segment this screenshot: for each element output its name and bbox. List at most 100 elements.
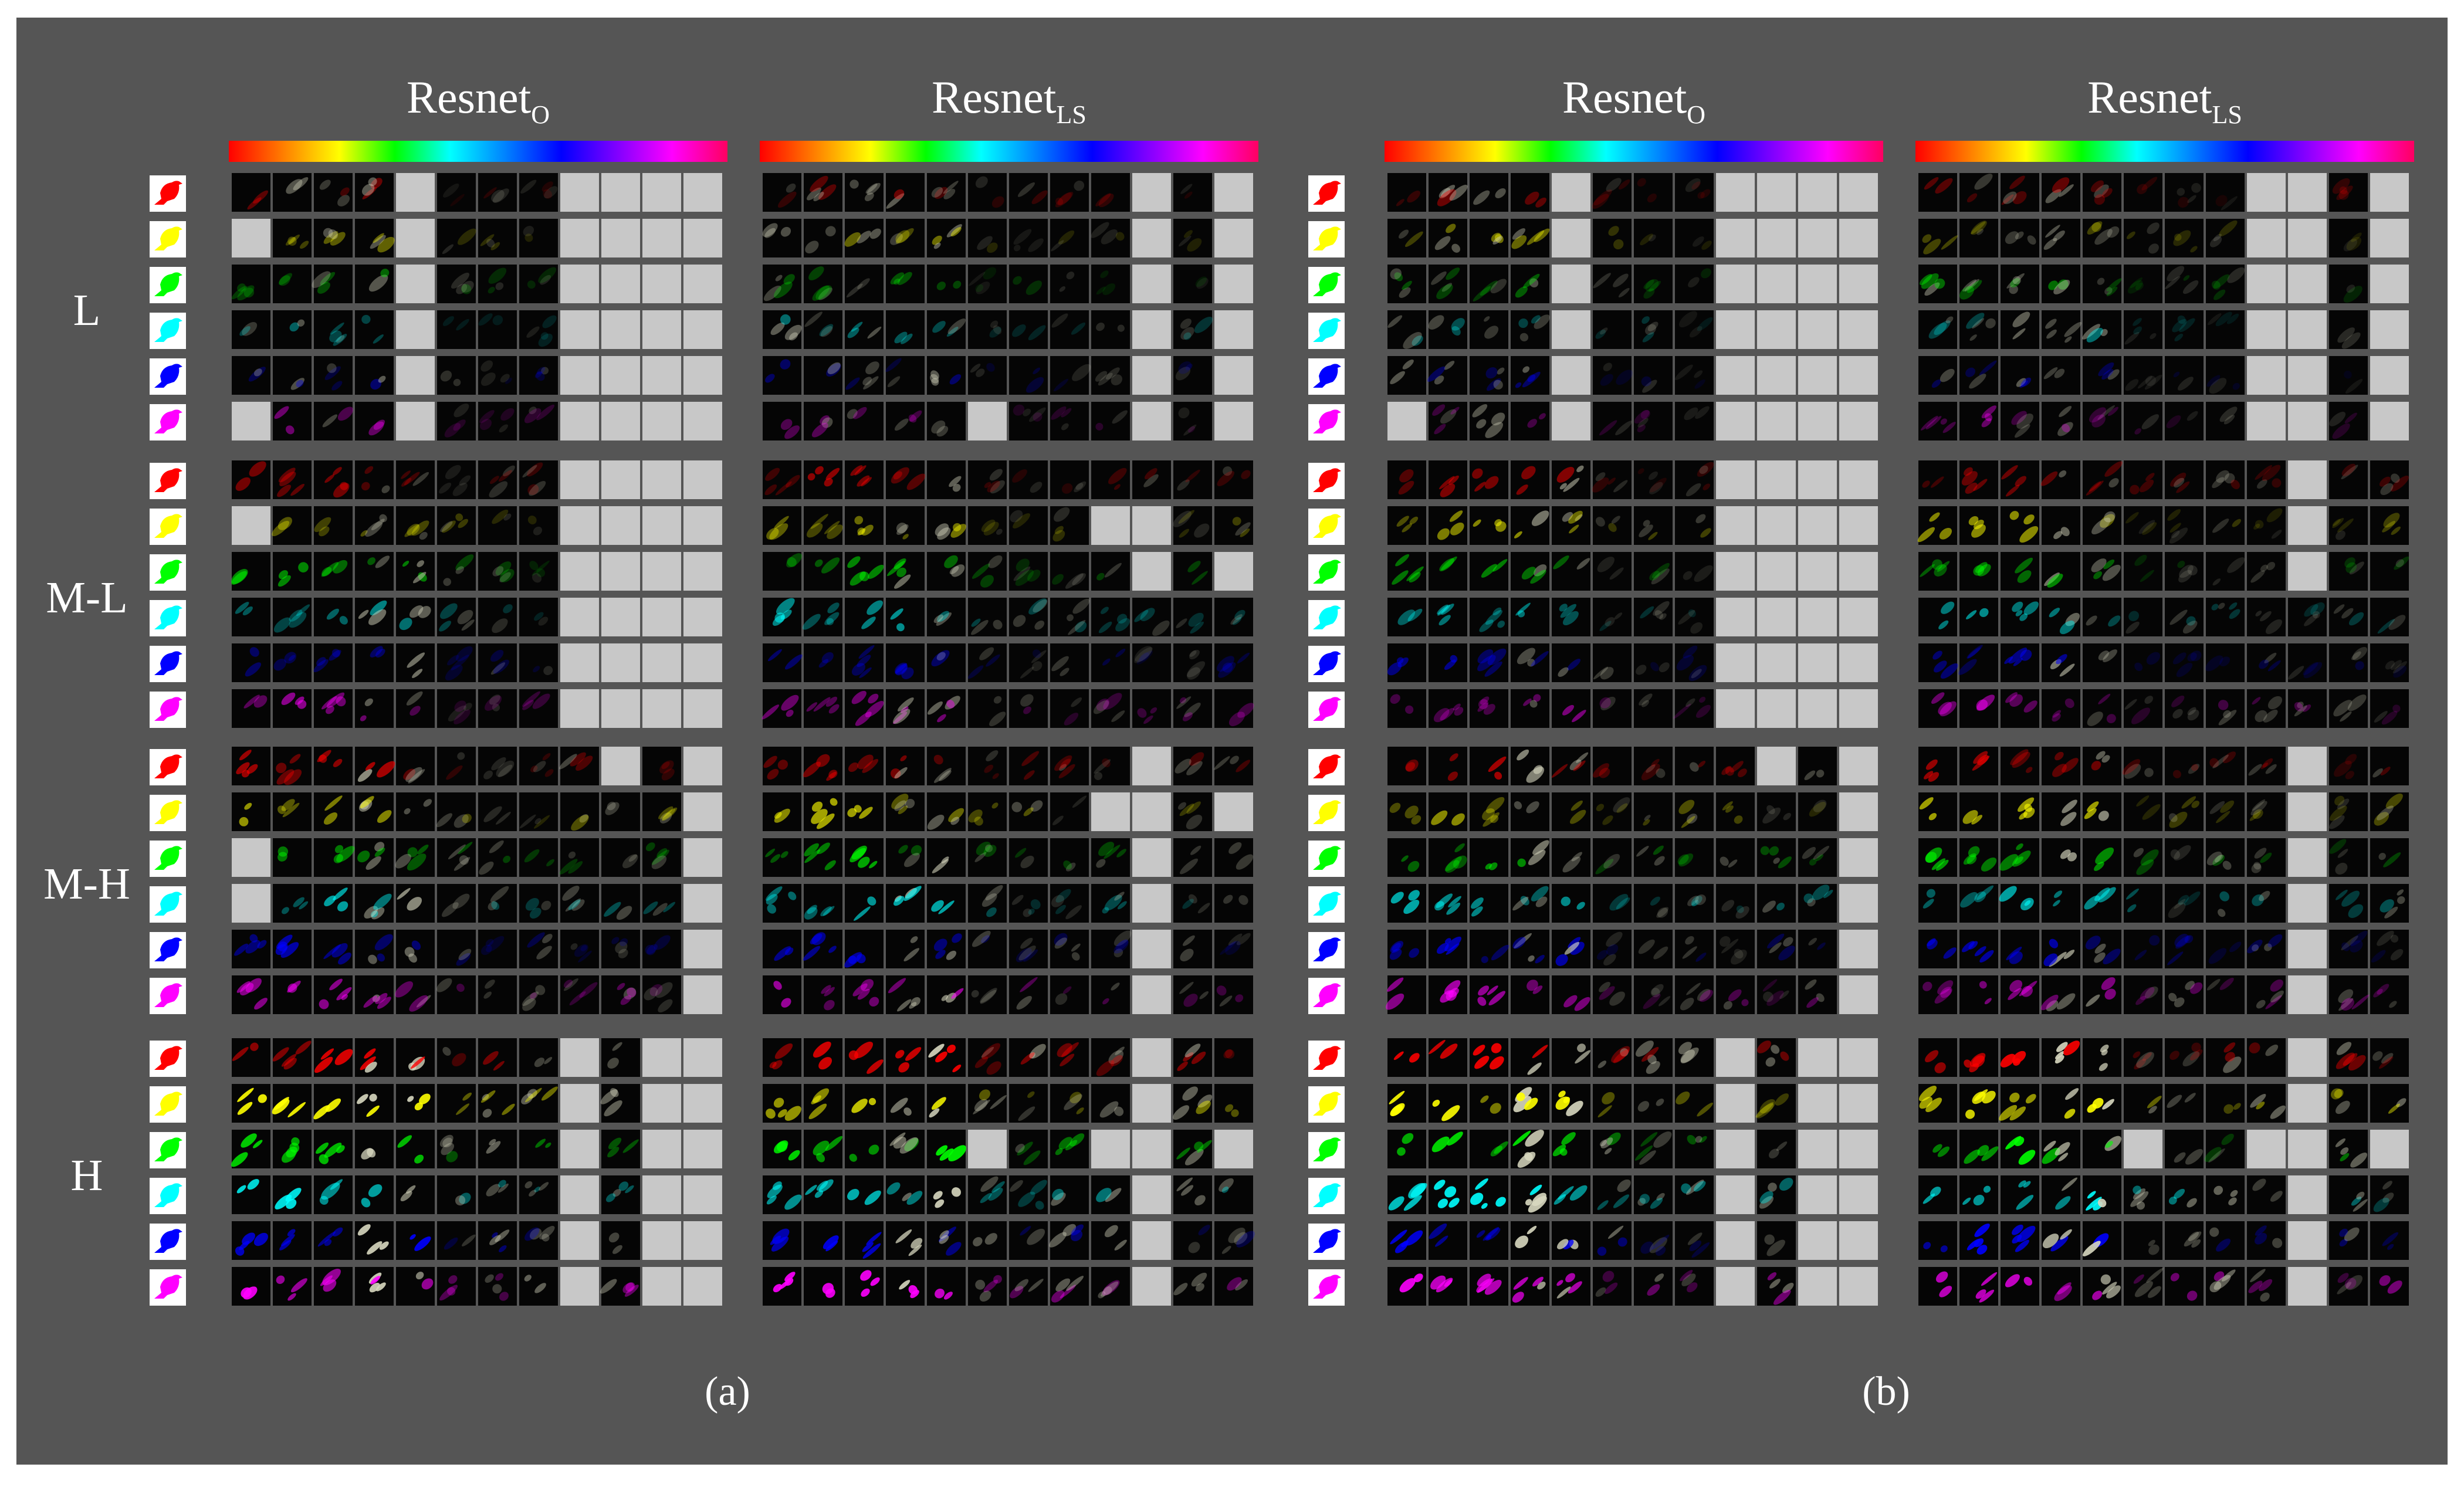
activation-cell bbox=[519, 643, 558, 682]
activation-cell bbox=[2124, 975, 2162, 1014]
activation-cell bbox=[2165, 884, 2204, 923]
inactive-cell bbox=[1214, 173, 1253, 212]
activation-cell bbox=[2165, 1130, 2204, 1168]
activation-cell bbox=[1675, 1267, 1714, 1306]
activation-cell bbox=[1387, 689, 1426, 728]
activation-cell bbox=[1050, 975, 1089, 1014]
activation-cell bbox=[560, 747, 599, 785]
inactive-cell bbox=[1839, 1130, 1878, 1168]
inactive-cell bbox=[683, 1267, 722, 1306]
inactive-cell bbox=[642, 356, 681, 395]
inactive-cell bbox=[1839, 1221, 1878, 1260]
bird-silhouette-icon bbox=[150, 1132, 186, 1168]
activation-cell bbox=[314, 460, 353, 499]
activation-row bbox=[1387, 598, 1878, 636]
activation-cell bbox=[2001, 598, 2039, 636]
activation-cell bbox=[1429, 219, 1467, 257]
activation-cell bbox=[927, 1038, 966, 1077]
group-label: M-L bbox=[46, 573, 127, 622]
activation-cell bbox=[2329, 930, 2368, 968]
activation-cell bbox=[1009, 930, 1048, 968]
inactive-cell bbox=[1798, 506, 1837, 545]
inactive-cell bbox=[1757, 747, 1796, 785]
inactive-cell bbox=[1798, 265, 1837, 303]
inactive-cell bbox=[642, 598, 681, 636]
activation-cell bbox=[1593, 265, 1632, 303]
inactive-cell bbox=[1839, 884, 1878, 923]
activation-cell bbox=[1173, 975, 1212, 1014]
activation-cell bbox=[1511, 884, 1549, 923]
activation-cell bbox=[478, 792, 517, 831]
activation-cell bbox=[1387, 792, 1426, 831]
activation-cell bbox=[1214, 838, 1253, 877]
activation-cell bbox=[927, 1084, 966, 1123]
inactive-cell bbox=[232, 219, 270, 257]
activation-cell bbox=[2001, 975, 2039, 1014]
activation-cell bbox=[2247, 930, 2286, 968]
inactive-cell bbox=[1552, 219, 1590, 257]
activation-cell bbox=[314, 930, 353, 968]
inactive-cell bbox=[683, 552, 722, 591]
activation-cell bbox=[886, 552, 925, 591]
activation-cell bbox=[437, 884, 476, 923]
activation-cell bbox=[1675, 356, 1714, 395]
activation-cell bbox=[478, 1130, 517, 1168]
activation-cell bbox=[1675, 402, 1714, 440]
activation-cell bbox=[1050, 460, 1089, 499]
activation-cell bbox=[1173, 460, 1212, 499]
activation-cell bbox=[2165, 506, 2204, 545]
activation-cell bbox=[1050, 930, 1089, 968]
activation-row bbox=[232, 310, 722, 349]
activation-cell bbox=[273, 643, 312, 682]
activation-cell bbox=[1173, 552, 1212, 591]
activation-cell bbox=[2288, 643, 2327, 682]
activation-cell bbox=[437, 1221, 476, 1260]
activation-cell bbox=[1675, 460, 1714, 499]
activation-cell bbox=[437, 838, 476, 877]
activation-cell bbox=[314, 643, 353, 682]
activation-cell bbox=[927, 747, 966, 785]
activation-cell bbox=[1091, 402, 1130, 440]
activation-cell bbox=[601, 1221, 640, 1260]
activation-cell bbox=[273, 356, 312, 395]
activation-cell bbox=[1634, 884, 1673, 923]
inactive-cell bbox=[2288, 173, 2327, 212]
activation-cell bbox=[2206, 747, 2245, 785]
activation-cell bbox=[2206, 460, 2245, 499]
activation-cell bbox=[2370, 1084, 2409, 1123]
activation-cell bbox=[1091, 356, 1130, 395]
activation-row bbox=[1918, 884, 2409, 923]
activation-row bbox=[232, 884, 722, 923]
inactive-cell bbox=[2288, 838, 2327, 877]
activation-cell bbox=[2206, 1267, 2245, 1306]
activation-cell bbox=[804, 265, 842, 303]
inactive-cell bbox=[1798, 173, 1837, 212]
inactive-cell bbox=[1716, 356, 1755, 395]
activation-cell bbox=[396, 460, 435, 499]
activation-cell bbox=[1470, 1221, 1508, 1260]
activation-cell bbox=[1757, 838, 1796, 877]
inactive-cell bbox=[683, 792, 722, 831]
inactive-cell bbox=[1839, 1175, 1878, 1214]
inactive-cell bbox=[1132, 356, 1171, 395]
inactive-cell bbox=[1132, 975, 1171, 1014]
inactive-cell bbox=[560, 460, 599, 499]
activation-cell bbox=[845, 506, 884, 545]
activation-cell bbox=[1634, 643, 1673, 682]
activation-cell bbox=[355, 1130, 394, 1168]
activation-cell bbox=[1132, 460, 1171, 499]
activation-cell bbox=[1387, 506, 1426, 545]
activation-cell bbox=[2124, 356, 2162, 395]
activation-cell bbox=[1470, 930, 1508, 968]
activation-cell bbox=[845, 460, 884, 499]
activation-cell bbox=[437, 975, 476, 1014]
activation-cell bbox=[1593, 1038, 1632, 1077]
inactive-cell bbox=[683, 838, 722, 877]
activation-cell bbox=[1552, 552, 1590, 591]
bird-silhouette-icon bbox=[1308, 600, 1345, 636]
activation-cell bbox=[2329, 1084, 2368, 1123]
activation-cell bbox=[886, 975, 925, 1014]
activation-cell bbox=[1214, 747, 1253, 785]
inactive-cell bbox=[2288, 265, 2327, 303]
bird-silhouette-icon bbox=[150, 886, 186, 923]
